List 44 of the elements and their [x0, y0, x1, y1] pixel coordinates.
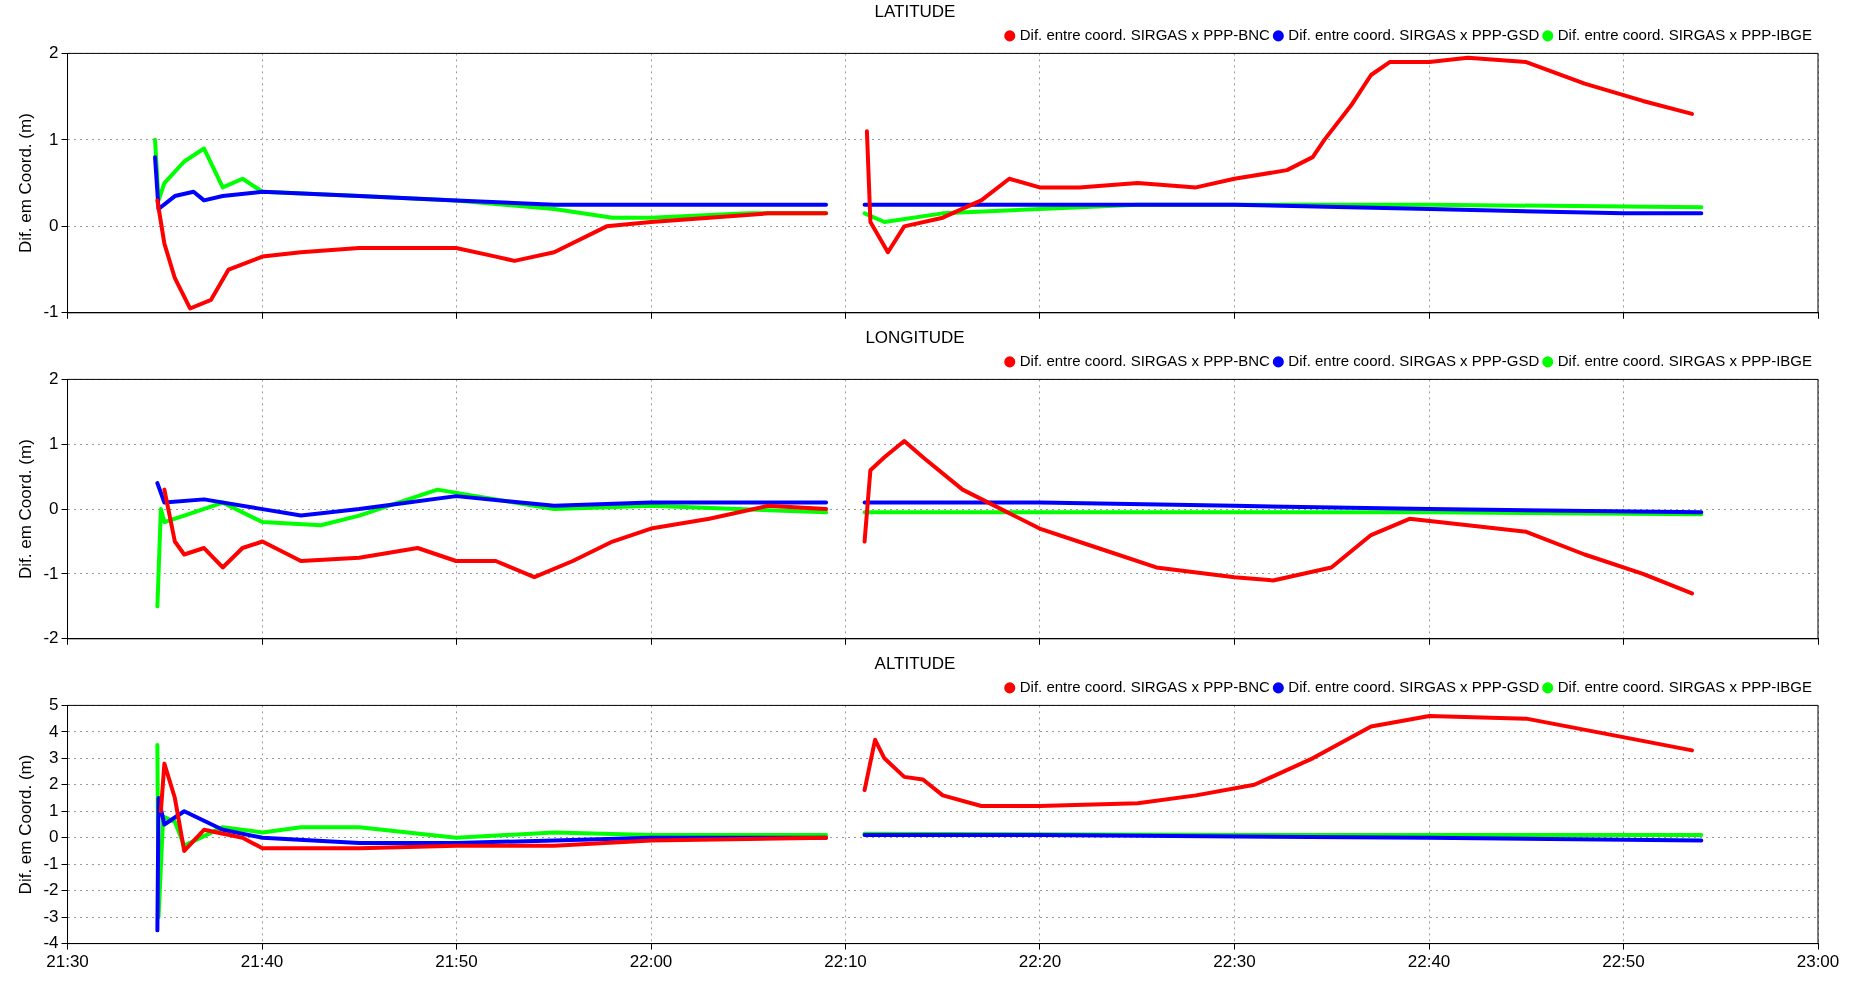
- y-tick-label: 1: [49, 800, 59, 820]
- legend-label: Dif. entre coord. SIRGAS x PPP-BNC: [1019, 26, 1270, 44]
- x-tick-label: 22:20: [1018, 952, 1062, 972]
- y-tick-label: -3: [43, 906, 59, 926]
- y-tick-label: -1: [43, 853, 59, 873]
- y-axis-title: Dif. em Coord. (m): [15, 439, 35, 579]
- y-tick-label: 3: [49, 748, 59, 768]
- x-tick-label: 22:10: [824, 952, 867, 972]
- x-tick-label: 22:50: [1602, 952, 1645, 972]
- legend-label: Dif. entre coord. SIRGAS x PPP-GSD: [1288, 26, 1540, 44]
- y-tick-label: 0: [49, 827, 59, 847]
- x-tick-label: 22:00: [629, 952, 673, 972]
- y-tick-label: 4: [49, 721, 59, 741]
- y-tick-label: 0: [49, 216, 59, 236]
- y-tick-label: 2: [49, 774, 59, 794]
- chart-title: LATITUDE: [874, 1, 956, 21]
- y-axis-title: Dif. em Coord. (m): [15, 113, 35, 253]
- x-tick-label: 22:40: [1407, 952, 1451, 972]
- y-tick-label: 1: [49, 433, 59, 453]
- legend-label: Dif. entre coord. SIRGAS x PPP-IBGE: [1557, 352, 1813, 370]
- y-tick-label: -2: [43, 880, 59, 900]
- y-tick-label: 2: [49, 369, 59, 389]
- legend-label: Dif. entre coord. SIRGAS x PPP-IBGE: [1557, 26, 1813, 44]
- y-tick-label: 2: [49, 43, 59, 63]
- x-tick-label: 21:50: [435, 952, 478, 972]
- y-tick-label: 0: [49, 498, 59, 518]
- legend-label: Dif. entre coord. SIRGAS x PPP-GSD: [1288, 352, 1540, 370]
- legend-label: Dif. entre coord. SIRGAS x PPP-GSD: [1288, 678, 1540, 696]
- legend-label: Dif. entre coord. SIRGAS x PPP-BNC: [1019, 352, 1270, 370]
- x-tick-label: 23:00: [1796, 952, 1840, 972]
- y-tick-label: 5: [49, 695, 59, 715]
- y-tick-label: -4: [43, 933, 59, 953]
- legend-label: Dif. entre coord. SIRGAS x PPP-BNC: [1019, 678, 1270, 696]
- y-tick-label: -1: [43, 302, 59, 322]
- y-tick-label: -2: [43, 628, 59, 648]
- x-tick-label: 21:40: [240, 952, 284, 972]
- y-tick-label: -1: [43, 563, 59, 583]
- x-tick-label: 22:30: [1213, 952, 1256, 972]
- y-axis-title: Dif. em Coord. (m): [15, 754, 35, 895]
- y-tick-label: 1: [49, 129, 59, 149]
- chart-title: LONGITUDE: [865, 327, 965, 347]
- legend-label: Dif. entre coord. SIRGAS x PPP-IBGE: [1557, 678, 1813, 696]
- x-tick-label: 21:30: [46, 952, 89, 972]
- chart-title: ALTITUDE: [874, 653, 956, 673]
